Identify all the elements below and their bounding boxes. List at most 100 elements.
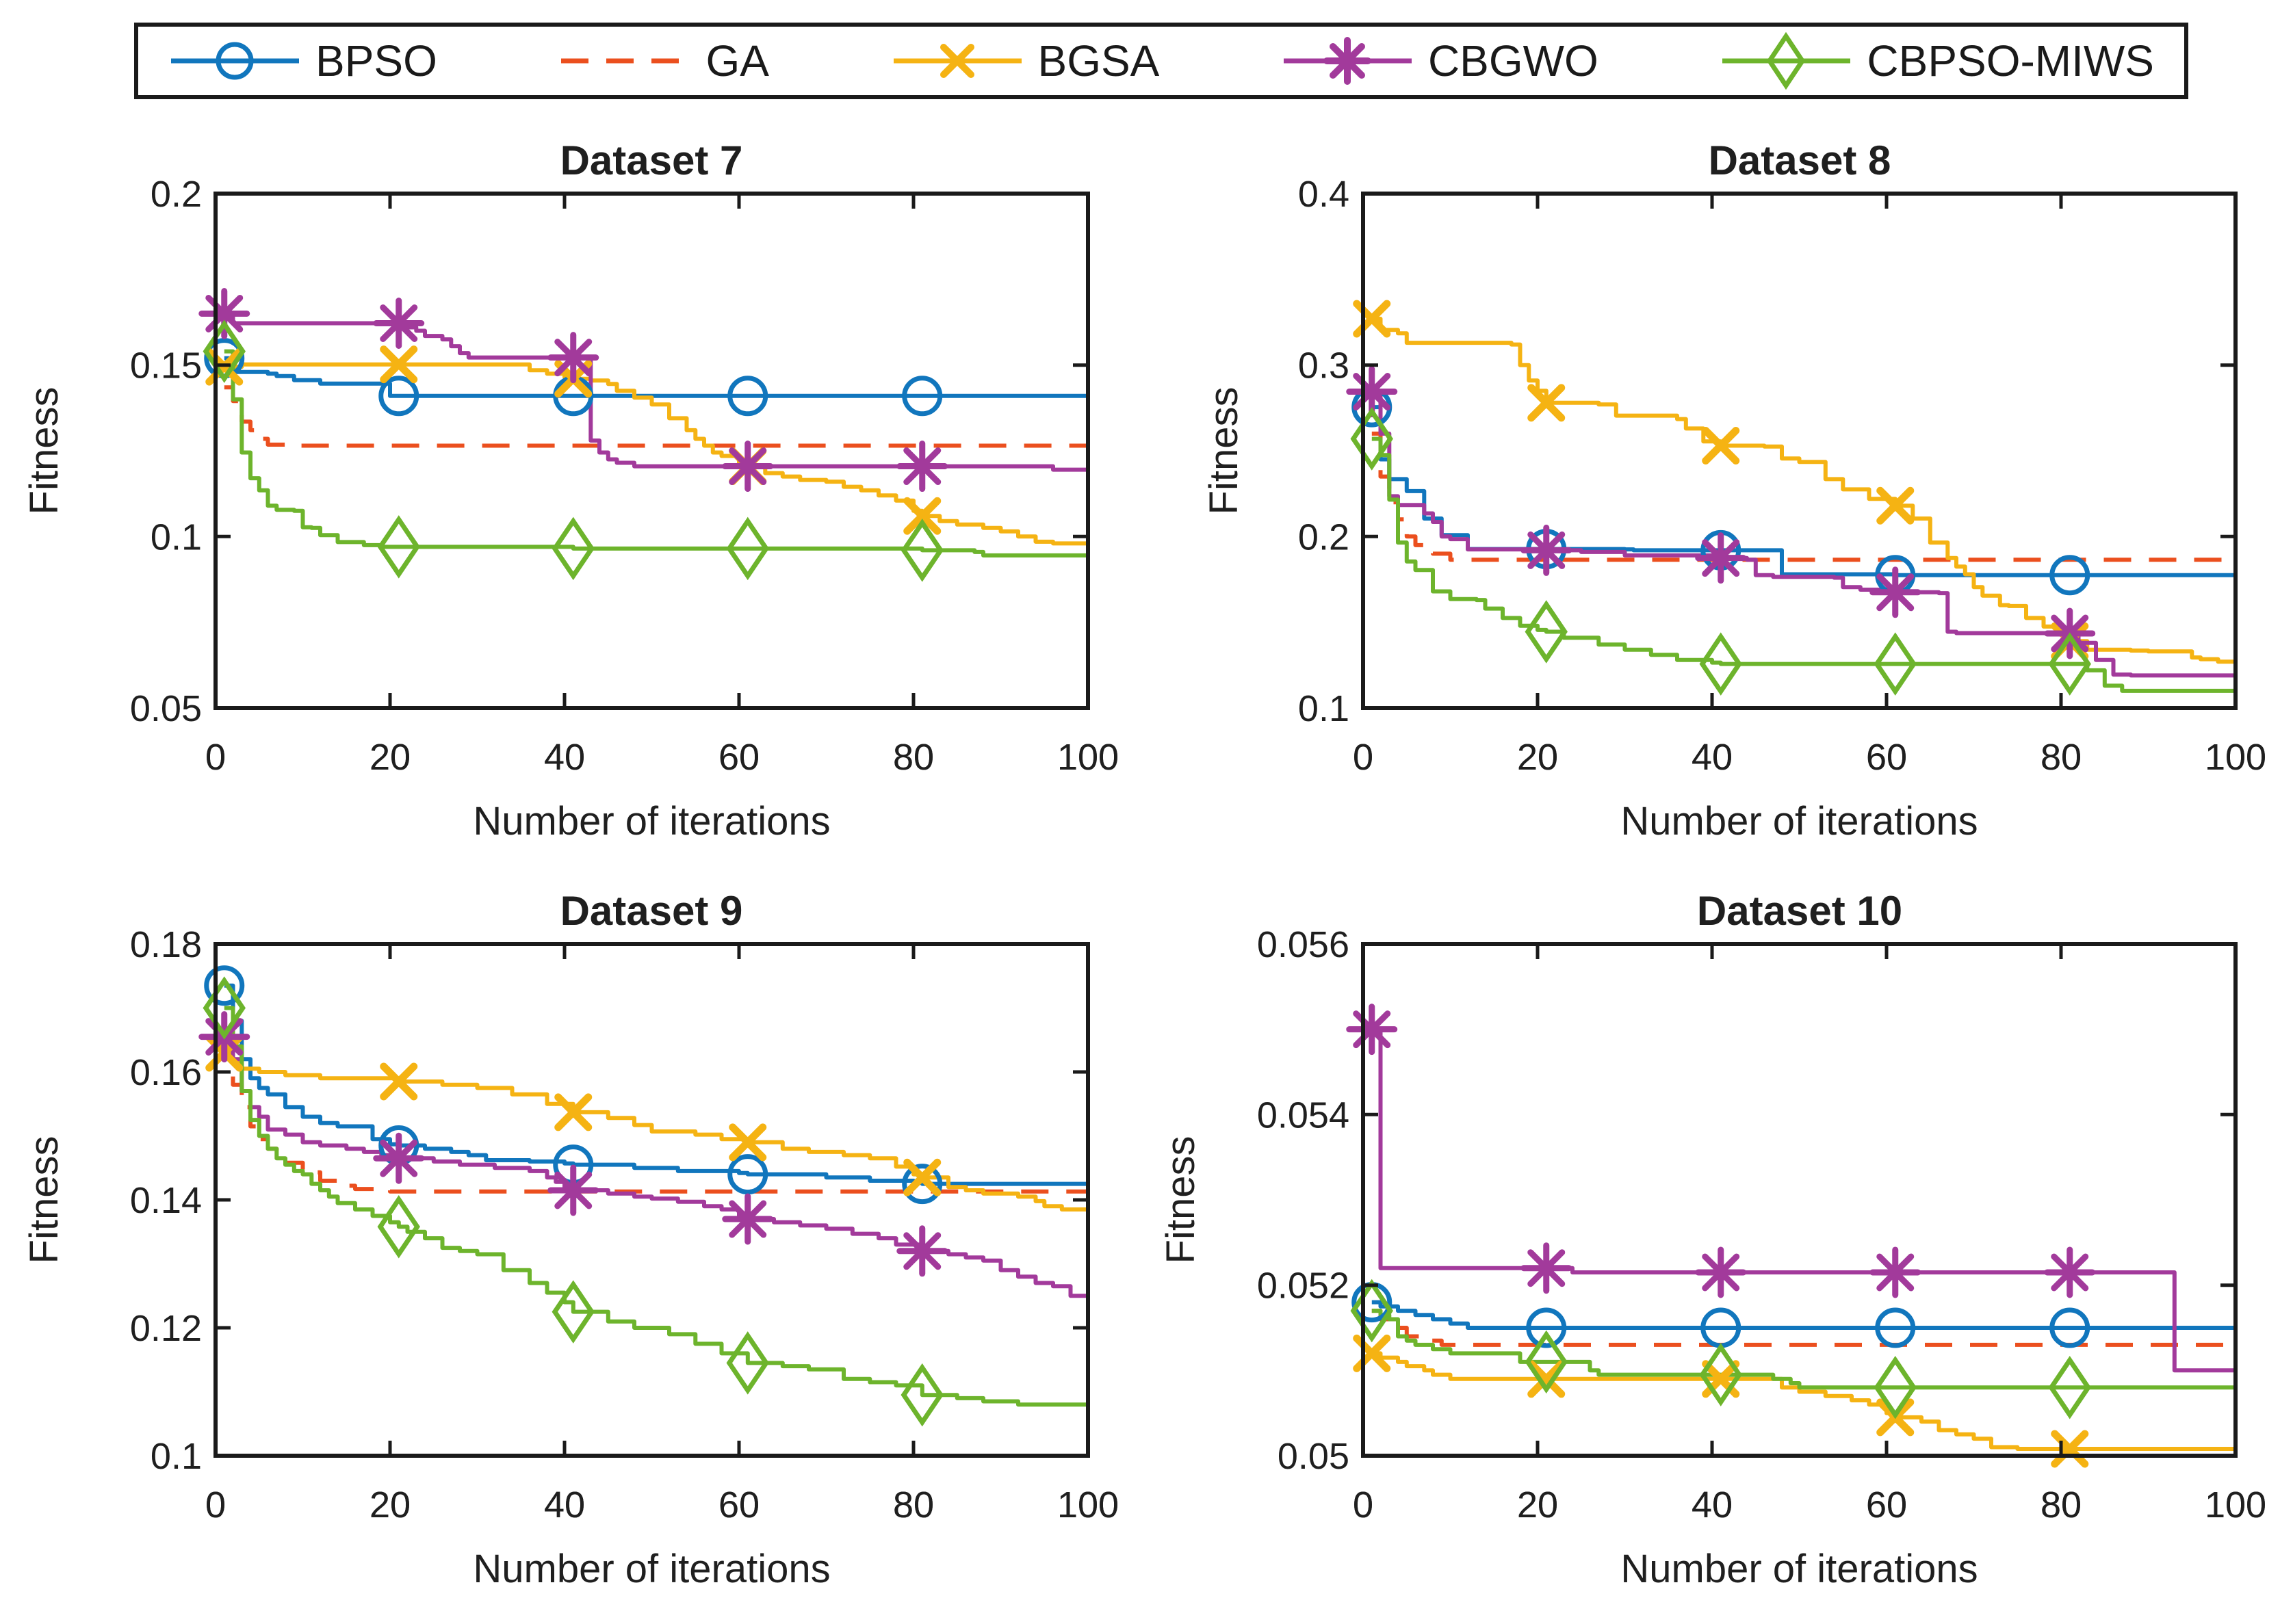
y-tick-label: 0.1: [1298, 688, 1349, 729]
x-marker-icon: [1527, 384, 1566, 422]
asterisk-marker-icon: [1869, 1246, 1921, 1298]
y-tick-label: 0.4: [1298, 174, 1349, 215]
series-markers-CBPSO-MIWS: [1350, 407, 2091, 696]
series-markers-BGSA: [1353, 300, 2089, 660]
y-tick-label: 0.14: [130, 1180, 202, 1221]
y-tick-label: 0.16: [130, 1052, 202, 1093]
series-group: [1371, 1027, 2236, 1451]
x-tick-label: 40: [1692, 737, 1733, 778]
x-tick-label: 80: [893, 1484, 934, 1525]
diamond-marker-icon: [1350, 1279, 1393, 1343]
y-axis-label: Fitness: [22, 387, 66, 515]
x-tick-label: 80: [893, 737, 934, 778]
series-line-CBGWO: [224, 311, 1088, 472]
x-axis-label: Number of iterations: [473, 799, 830, 843]
x-axis-label: Number of iterations: [473, 1547, 830, 1591]
axis-ticks: [1361, 942, 2238, 1458]
x-tick-label: 60: [1866, 1484, 1907, 1525]
y-tick-label: 0.18: [130, 924, 202, 965]
y-tick-label: 0.12: [130, 1308, 202, 1349]
diamond-marker-icon: [203, 976, 246, 1040]
asterisk-marker-icon: [896, 1225, 948, 1277]
y-tick-label: 0.1: [151, 1436, 202, 1477]
diamond-marker-icon: [1699, 1343, 1742, 1406]
diamond-marker-icon: [901, 1363, 944, 1427]
series-line-CBGWO: [1371, 1027, 2236, 1373]
y-tick-label: 0.054: [1257, 1095, 1349, 1136]
asterisk-marker-icon: [722, 441, 774, 493]
axes-box: [1361, 942, 2238, 1458]
circle-marker-icon: [902, 376, 943, 417]
legend-item-CBPSO-MIWS: CBPSO-MIWS: [1720, 28, 2154, 94]
series-markers-CBPSO-MIWS: [203, 976, 944, 1427]
x-tick-label: 0: [205, 1484, 226, 1525]
x-marker-icon: [380, 1062, 418, 1101]
asterisk-marker-icon: [1346, 366, 1398, 418]
panel-title: Dataset 9: [560, 888, 743, 934]
x-tick-label: 100: [1057, 737, 1119, 778]
x-tick-label: 0: [1353, 737, 1373, 778]
series-line-CBGWO: [224, 1034, 1090, 1299]
x-tick-label: 20: [1517, 1484, 1558, 1525]
y-tick-label: 0.3: [1298, 345, 1349, 387]
x-marker-icon: [554, 1093, 593, 1131]
x-tick-label: 40: [544, 1484, 585, 1525]
x-tick-label: 80: [2041, 737, 2082, 778]
series-markers-CBGWO: [1346, 1004, 2096, 1298]
x-marker-icon: [903, 497, 942, 535]
series-line-BPSO: [224, 983, 1088, 1186]
GA-legend-sample-icon: [561, 58, 690, 64]
panel-title: Dataset 8: [1709, 137, 1891, 183]
x-tick-label: 0: [1353, 1484, 1373, 1525]
x-tick-label: 100: [2205, 737, 2266, 778]
asterisk-marker-icon: [1695, 532, 1747, 584]
legend-item-CBGWO: CBGWO: [1281, 28, 1598, 94]
diamond-marker-icon: [726, 1331, 769, 1395]
series-line-GA: [1371, 431, 2238, 562]
circle-marker-icon: [2049, 555, 2090, 596]
panel-dataset-9: 0.1 0.12 0.14 0.16 0.18 0 20 40 60 80 100 Dataset 9…: [22, 888, 1119, 1591]
diamond-marker-icon: [552, 516, 595, 581]
series-line-CBPSO-MIWS: [224, 1006, 1090, 1408]
y-axis-label: Fitness: [22, 1136, 66, 1264]
axes-box: [213, 192, 1090, 710]
y-tick-label: 0.2: [151, 174, 202, 215]
circle-marker-icon: [378, 376, 419, 417]
asterisk-marker-icon: [373, 1132, 425, 1184]
diamond-marker-icon: [2048, 1356, 2091, 1419]
x-tick-label: 100: [1057, 737, 1119, 778]
x-tick-label: 80: [2041, 737, 2082, 778]
x-tick-label: 20: [370, 1484, 411, 1525]
asterisk-marker-icon: [896, 441, 948, 493]
circle-marker-icon: [1526, 1307, 1567, 1348]
x-tick-label: 60: [1866, 737, 1907, 778]
asterisk-marker-icon: [1346, 1004, 1398, 1056]
diamond-marker-icon: [901, 519, 944, 582]
y-tick-label: 0.05: [1278, 1436, 1349, 1477]
x-tick-label: 0: [205, 1484, 226, 1525]
series-markers-CBGWO: [198, 287, 948, 493]
diamond-marker-icon: [552, 1280, 595, 1344]
x-marker-icon: [1527, 1360, 1566, 1398]
circle-marker-icon: [216, 42, 254, 80]
legend-label-BGSA: BGSA: [1037, 36, 1160, 86]
x-tick-label: 100: [1057, 1484, 1119, 1525]
series-line-BGSA: [224, 362, 1090, 546]
legend-label-CBGWO: CBGWO: [1427, 36, 1598, 86]
x-tick-label: 40: [544, 1484, 585, 1525]
x-marker-icon: [940, 44, 974, 78]
x-tick-label: 20: [1517, 737, 1558, 778]
x-tick-label: 20: [1517, 737, 1558, 778]
circle-marker-icon: [2049, 1307, 2090, 1348]
series-line-CBGWO: [1371, 389, 2236, 678]
x-tick-label: 100: [1057, 1484, 1119, 1525]
x-tick-label: 80: [2041, 1484, 2082, 1525]
x-tick-label: 40: [1692, 1484, 1733, 1525]
asterisk-marker-icon: [198, 287, 250, 339]
series-line-CBPSO-MIWS: [224, 349, 1088, 558]
legend-label-BPSO: BPSO: [315, 36, 437, 86]
x-tick-label: 60: [1866, 737, 1907, 778]
x-tick-label: 60: [718, 737, 760, 778]
series-line-CBPSO-MIWS: [1371, 436, 2236, 693]
